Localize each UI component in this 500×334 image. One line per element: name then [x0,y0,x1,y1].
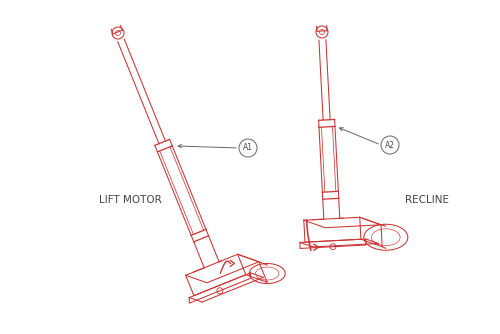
Text: RECLINE: RECLINE [405,195,449,205]
Text: A1: A1 [243,144,253,153]
Text: A2: A2 [385,141,395,150]
Text: LIFT MOTOR: LIFT MOTOR [98,195,162,205]
Circle shape [381,136,399,154]
Circle shape [239,139,257,157]
